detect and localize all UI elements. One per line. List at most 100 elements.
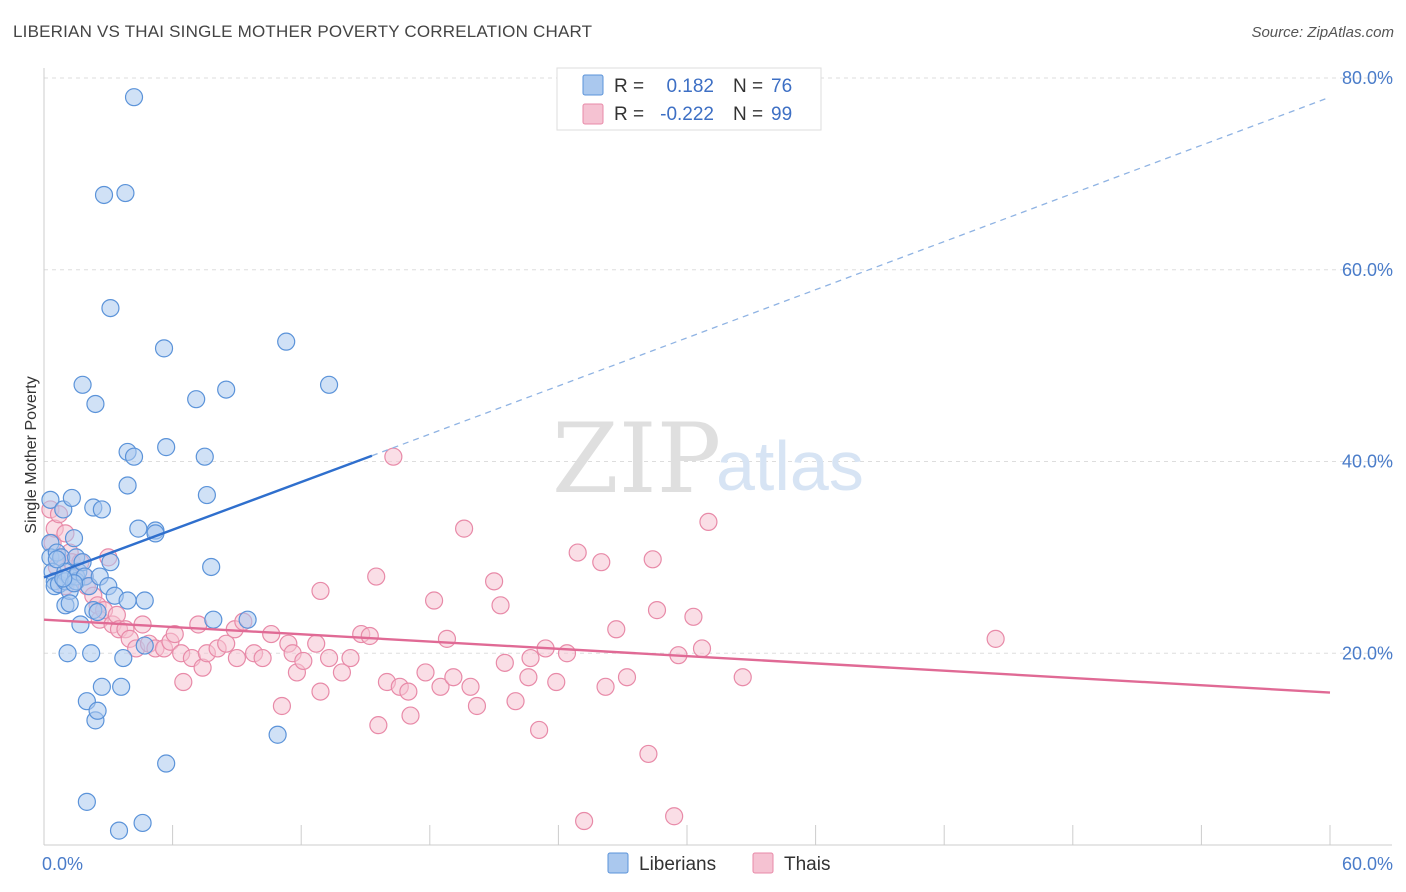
legend-r-label-liberians: R = <box>614 76 644 97</box>
point-thais-67 <box>431 677 450 696</box>
point-thais-63 <box>399 682 418 701</box>
point-liberians-40 <box>94 185 114 205</box>
point-liberians-60 <box>154 339 174 358</box>
point-liberians-35 <box>88 701 107 720</box>
correlation-legend: R = 0.182 N = 76 R = -0.222 N = 99 <box>556 67 822 131</box>
trend-lines <box>43 96 1331 694</box>
trend-line-liberians-extended <box>371 96 1331 457</box>
point-liberians-39 <box>92 677 111 696</box>
point-liberians-27 <box>77 792 96 811</box>
point-thais-32 <box>174 672 193 692</box>
point-thais-51 <box>311 581 330 601</box>
watermark: ZIP atlas <box>552 403 864 515</box>
point-liberians-48 <box>116 183 135 203</box>
point-thais-86 <box>596 677 615 696</box>
point-thais-75 <box>495 653 514 672</box>
point-liberians-36 <box>88 602 107 622</box>
point-thais-69 <box>444 668 463 687</box>
point-liberians-16 <box>60 594 79 613</box>
point-thais-52 <box>311 682 330 701</box>
point-thais-68 <box>437 629 457 648</box>
point-liberians-56 <box>135 591 154 610</box>
point-thais-88 <box>617 668 637 687</box>
trend-line-liberians <box>43 454 373 579</box>
legend-r-label-thais: R = <box>614 104 644 125</box>
trend-line-thais <box>43 618 1331 694</box>
point-liberians-64 <box>195 447 214 466</box>
point-liberians-73 <box>47 550 66 569</box>
point-liberians-42 <box>101 299 120 318</box>
point-thais-55 <box>341 648 360 668</box>
legend-r-value-thais: -0.222 <box>660 104 714 125</box>
point-thais-89 <box>639 744 658 764</box>
point-thais-34 <box>189 615 208 634</box>
point-liberians-55 <box>133 813 152 833</box>
point-liberians-47 <box>114 648 133 668</box>
point-thais-84 <box>575 811 594 831</box>
point-liberians-34 <box>86 394 105 414</box>
point-liberians-24 <box>73 375 92 394</box>
tick-labels: 20.0% 40.0% 60.0% 80.0% 0.0% 60.0% <box>42 68 1393 874</box>
legend-n-label-thais: N = <box>733 104 763 125</box>
bottom-legend-swatch-liberians <box>607 852 629 874</box>
series-legend: Liberians Thais <box>607 852 830 875</box>
point-liberians-53 <box>124 447 144 466</box>
point-thais-76 <box>506 692 525 711</box>
point-liberians-63 <box>187 390 206 409</box>
y-axis-label: Single Mother Poverty <box>23 376 40 533</box>
point-thais-98 <box>986 629 1005 648</box>
point-thais-71 <box>461 677 480 696</box>
point-thais-30 <box>165 624 184 644</box>
point-thais-91 <box>647 601 667 620</box>
bottom-legend-label-thais: Thais <box>784 854 830 875</box>
point-liberians-30 <box>82 644 101 663</box>
point-thais-95 <box>692 639 712 658</box>
y-tick-label-60: 60.0% <box>1342 260 1393 280</box>
bottom-legend-label-liberians: Liberians <box>639 854 716 875</box>
point-liberians-65 <box>197 485 216 505</box>
axes <box>43 68 1392 846</box>
point-thais-87 <box>607 620 626 639</box>
watermark-atlas: atlas <box>716 427 864 505</box>
legend-r-value-liberians: 0.182 <box>666 76 714 97</box>
point-thais-58 <box>367 567 386 586</box>
point-thais-64 <box>401 706 420 725</box>
point-thais-85 <box>592 553 611 572</box>
y-tick-label-40: 40.0% <box>1342 452 1393 472</box>
point-thais-82 <box>557 644 577 663</box>
x-tick-label-max: 60.0% <box>1342 854 1393 874</box>
legend-swatch-thais <box>582 103 604 125</box>
point-thais-54 <box>332 663 352 682</box>
point-thais-45 <box>272 696 292 716</box>
point-thais-43 <box>253 648 272 668</box>
point-thais-96 <box>699 512 718 532</box>
point-liberians-72 <box>319 375 339 394</box>
point-liberians-46 <box>112 677 131 696</box>
source-label: Source: ZipAtlas.com <box>1251 24 1394 41</box>
point-liberians-38 <box>92 500 111 519</box>
point-liberians-13 <box>58 644 77 663</box>
point-liberians-54 <box>129 519 148 538</box>
point-thais-49 <box>294 651 313 671</box>
point-thais-94 <box>684 607 703 626</box>
legend-n-value-thais: 99 <box>771 104 792 125</box>
point-liberians-62 <box>157 754 176 773</box>
point-liberians-50 <box>118 476 137 495</box>
point-liberians-70 <box>268 725 287 744</box>
series-liberians <box>41 88 339 840</box>
point-thais-92 <box>665 807 684 826</box>
x-tick-label-min: 0.0% <box>42 854 83 874</box>
legend-swatch-liberians <box>582 74 604 96</box>
point-liberians-66 <box>202 557 221 577</box>
point-thais-83 <box>568 543 587 562</box>
legend-n-value-liberians: 76 <box>771 76 792 97</box>
y-tick-label-20: 20.0% <box>1342 643 1393 663</box>
point-thais-74 <box>491 596 510 615</box>
point-liberians-23 <box>71 615 90 634</box>
point-thais-90 <box>643 550 662 569</box>
point-liberians-68 <box>217 380 236 399</box>
point-liberians-69 <box>238 610 257 629</box>
legend-n-label-liberians: N = <box>733 76 763 97</box>
point-thais-77 <box>519 668 538 687</box>
